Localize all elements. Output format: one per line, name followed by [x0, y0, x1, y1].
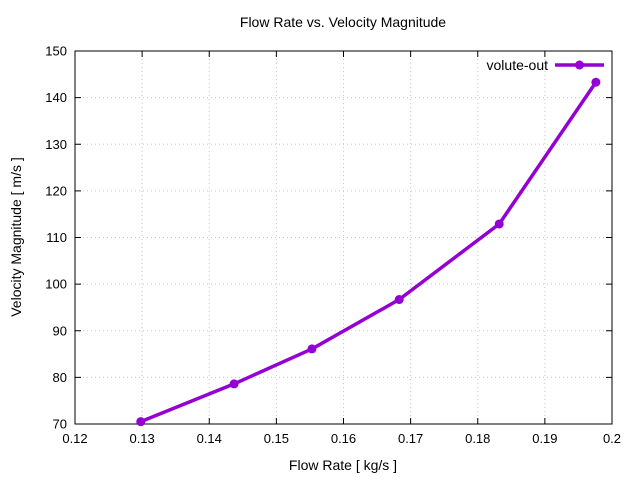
legend-sample-layer — [555, 60, 604, 70]
series-line — [139, 80, 598, 424]
y-tick-label: 80 — [53, 370, 67, 385]
legend-label: volute-out — [487, 57, 549, 73]
grid-layer — [75, 51, 612, 424]
x-tick-label: 0.17 — [398, 431, 423, 446]
y-tick-label: 100 — [45, 277, 67, 292]
data-point — [591, 77, 601, 87]
tick-layer: 0.12 0.13 0.14 0.15 0.16 0.17 0.18 0.19 0.2 70 80 9… — [45, 44, 621, 447]
x-tick-label: 0.12 — [62, 431, 87, 446]
plot-frame — [74, 50, 613, 425]
series-layer — [136, 77, 601, 427]
y-tick-label: 110 — [46, 230, 67, 245]
x-tick-label: 0.16 — [331, 431, 356, 446]
x-tick-label: 0.15 — [264, 431, 289, 446]
y-tick-label: 90 — [53, 323, 67, 338]
x-tick-label: 0.14 — [197, 431, 222, 446]
legend-marker-sample — [575, 60, 584, 70]
x-tick-label: 0.13 — [129, 431, 154, 446]
y-tick-label: 150 — [45, 44, 67, 59]
data-point — [494, 219, 504, 229]
y-tick-label: 130 — [45, 137, 67, 152]
y-axis-label: Velocity Magnitude [ m/s ] — [8, 157, 24, 317]
data-point — [307, 344, 317, 354]
x-tick-label: 0.2 — [603, 431, 621, 446]
data-point — [394, 295, 404, 305]
x-axis-label: Flow Rate [ kg/s ] — [289, 457, 397, 473]
x-tick-label: 0.19 — [532, 431, 557, 446]
data-point — [136, 417, 146, 427]
y-tick-label: 70 — [53, 417, 67, 432]
plot-border — [74, 50, 613, 425]
x-tick-label: 0.18 — [465, 431, 490, 446]
chart-title: Flow Rate vs. Velocity Magnitude — [240, 14, 446, 30]
y-tick-label: 120 — [45, 183, 67, 198]
data-point — [229, 379, 239, 389]
y-tick-label: 140 — [45, 90, 67, 105]
